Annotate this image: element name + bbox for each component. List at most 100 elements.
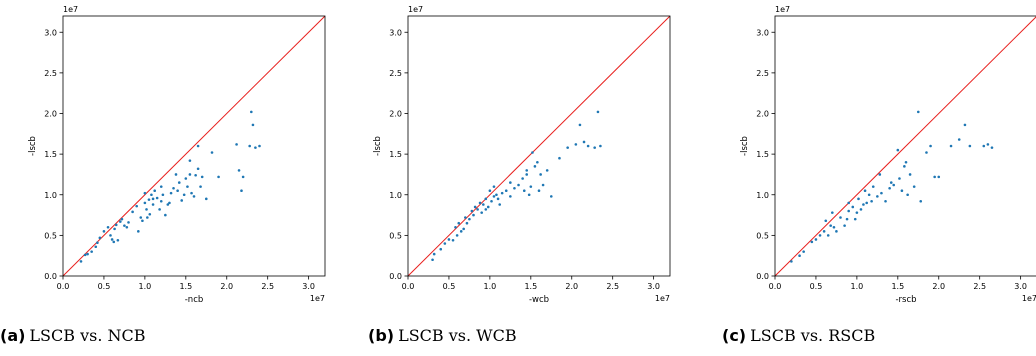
x-tick-label: 1.0 bbox=[851, 282, 864, 291]
data-point bbox=[937, 175, 941, 179]
data-point bbox=[814, 238, 818, 241]
data-point bbox=[490, 199, 493, 203]
data-point bbox=[529, 185, 533, 188]
y-tick-label: 2.0 bbox=[44, 110, 57, 119]
data-point bbox=[240, 189, 243, 192]
data-point bbox=[857, 197, 860, 201]
data-point bbox=[194, 173, 197, 177]
data-point bbox=[432, 252, 436, 256]
data-point bbox=[248, 144, 251, 148]
reference-line-y-equals-x bbox=[775, 16, 1036, 276]
data-point bbox=[123, 224, 126, 227]
data-point bbox=[83, 253, 87, 257]
data-point bbox=[835, 230, 838, 233]
data-point bbox=[135, 204, 138, 208]
data-point bbox=[889, 181, 893, 184]
data-point bbox=[578, 123, 582, 127]
scatter-chart-lscb-vs-rscb: 0.0 0.5 1.0 1.5 2.0 2.5 3.0 0.0 0.5 1.0 1.5 2.0 2.5 3… bbox=[740, 5, 1036, 305]
data-point bbox=[186, 185, 189, 188]
data-point bbox=[509, 181, 512, 184]
data-point bbox=[957, 138, 961, 141]
data-point bbox=[903, 165, 906, 168]
data-point bbox=[455, 234, 459, 237]
data-point bbox=[184, 177, 188, 180]
data-point bbox=[447, 238, 451, 241]
data-point bbox=[810, 240, 814, 244]
data-point bbox=[908, 173, 912, 176]
data-point bbox=[113, 227, 116, 231]
data-point bbox=[541, 183, 545, 187]
data-point bbox=[237, 169, 241, 172]
data-point bbox=[536, 160, 539, 164]
data-point bbox=[443, 242, 447, 245]
data-point bbox=[790, 260, 793, 263]
data-point bbox=[484, 208, 488, 211]
data-point bbox=[933, 175, 936, 179]
y-axis-label: -lscb bbox=[28, 136, 38, 156]
x-tick-label: 0.0 bbox=[57, 282, 70, 291]
data-point bbox=[151, 197, 155, 201]
data-point bbox=[462, 227, 465, 231]
data-point bbox=[139, 216, 143, 219]
data-point bbox=[109, 234, 112, 237]
data-point bbox=[517, 183, 520, 187]
data-point bbox=[155, 196, 159, 200]
x-tick-label: 2.5 bbox=[606, 282, 619, 291]
data-point bbox=[486, 205, 490, 209]
data-point bbox=[862, 203, 865, 206]
data-point bbox=[451, 238, 455, 242]
data-point bbox=[968, 144, 972, 148]
data-point bbox=[176, 189, 179, 192]
data-point bbox=[439, 247, 443, 251]
data-point bbox=[898, 177, 901, 180]
x-tick-label: 0.0 bbox=[402, 282, 415, 291]
data-point bbox=[94, 245, 98, 249]
data-point bbox=[863, 189, 867, 192]
y-tick-label: 1.5 bbox=[756, 150, 769, 159]
data-point bbox=[79, 260, 83, 263]
data-point bbox=[98, 236, 102, 240]
data-point bbox=[200, 175, 204, 179]
data-point bbox=[586, 144, 590, 148]
data-point bbox=[102, 230, 106, 233]
data-point bbox=[888, 186, 891, 190]
data-point bbox=[180, 199, 184, 202]
data-point bbox=[492, 195, 496, 198]
data-point bbox=[151, 203, 155, 206]
data-point bbox=[798, 254, 801, 257]
data-point bbox=[855, 211, 859, 214]
y-scale-note: 1e7 bbox=[63, 5, 78, 14]
data-point bbox=[509, 195, 512, 198]
data-point bbox=[802, 250, 805, 253]
data-point bbox=[906, 193, 909, 197]
data-point bbox=[916, 110, 920, 114]
data-point bbox=[527, 193, 531, 197]
data-point bbox=[878, 173, 882, 176]
y-axis-label: -lscb bbox=[373, 136, 383, 156]
data-point bbox=[172, 186, 175, 190]
data-point bbox=[137, 230, 140, 233]
data-point bbox=[210, 151, 214, 154]
data-point bbox=[847, 201, 850, 205]
y-tick-label: 0.0 bbox=[44, 272, 57, 281]
x-tick-label: 2.0 bbox=[565, 282, 578, 291]
data-point bbox=[496, 197, 500, 201]
x-tick-label: 2.0 bbox=[220, 282, 233, 291]
data-point bbox=[824, 219, 828, 223]
data-point bbox=[169, 191, 173, 195]
data-point bbox=[148, 212, 152, 216]
data-point bbox=[472, 213, 475, 217]
x-axis-label: -rscb bbox=[895, 295, 916, 305]
y-tick-label: 2.0 bbox=[756, 110, 769, 119]
data-point bbox=[596, 110, 600, 114]
data-point bbox=[254, 146, 257, 149]
caption-tag: (b) bbox=[368, 326, 395, 345]
axes-frame bbox=[62, 15, 326, 277]
data-point bbox=[431, 258, 434, 262]
data-point bbox=[990, 146, 994, 149]
data-point bbox=[482, 203, 485, 206]
data-point bbox=[158, 208, 161, 211]
data-point bbox=[473, 205, 477, 209]
data-point bbox=[531, 151, 534, 154]
data-point bbox=[480, 211, 483, 214]
